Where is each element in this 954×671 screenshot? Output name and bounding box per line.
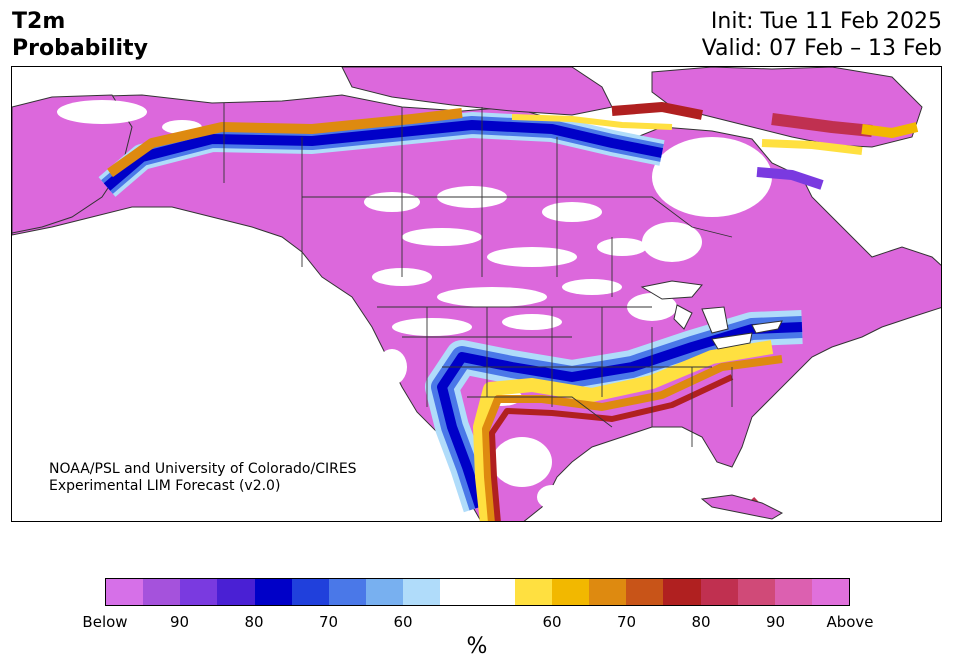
- forecast-dates: Init: Tue 11 Feb 2025 Valid: 07 Feb – 13…: [702, 8, 942, 62]
- colorbar-segment: [440, 579, 478, 605]
- credit-line-1: NOAA/PSL and University of Colorado/CIRE…: [49, 461, 357, 477]
- colorbar-tick-label: 80: [244, 613, 264, 631]
- land-arctic-islands: [341, 67, 613, 116]
- colorbar-unit: %: [466, 634, 488, 659]
- variable-label: T2m: [12, 9, 66, 34]
- colorbar-segment: [328, 579, 367, 605]
- colorbar-tick-label: 60: [542, 613, 562, 631]
- near-normal-patches: [57, 100, 772, 509]
- colorbar-tick-label: Above: [826, 613, 874, 631]
- map-title: T2m Probability: [12, 8, 148, 62]
- colorbar-segment: [737, 579, 775, 605]
- colorbar-tick-label: Below: [82, 613, 128, 631]
- map-panel: [11, 66, 942, 522]
- colorbar-tick-label: 70: [318, 613, 339, 631]
- colorbar-tick-label: 80: [691, 613, 711, 631]
- south-warm-band: [473, 340, 774, 521]
- valid-range: Valid: 07 Feb – 13 Feb: [701, 36, 942, 61]
- probability-map: [12, 67, 941, 521]
- colorbar-segment: [663, 579, 701, 605]
- north-warm-band: [107, 108, 463, 178]
- colorbar: [105, 578, 850, 606]
- colorbar-segment: [589, 579, 627, 605]
- credit-text: NOAA/PSL and University of Colorado/CIRE…: [49, 461, 357, 495]
- colorbar-segment: [217, 579, 255, 605]
- colorbar-segment: [477, 579, 515, 605]
- colorbar-segment: [106, 579, 144, 605]
- colorbar-segment: [551, 579, 590, 605]
- credit-line-2: Experimental LIM Forecast (v2.0): [49, 478, 281, 494]
- init-date: Init: Tue 11 Feb 2025: [710, 9, 942, 34]
- boundaries: [223, 103, 733, 447]
- colorbar-segment: [143, 579, 181, 605]
- colorbar-tick-label: 90: [169, 613, 190, 631]
- colorbar-segment: [774, 579, 812, 605]
- great-lakes: [640, 280, 783, 350]
- colorbar-tick-label: 60: [393, 613, 413, 631]
- colorbar-tick-label: 70: [616, 613, 637, 631]
- colorbar-segment: [514, 579, 552, 605]
- land-cuba: [700, 494, 784, 520]
- colorbar-tick-label: 90: [765, 613, 786, 631]
- colorbar-segment: [700, 579, 738, 605]
- colorbar-segment: [811, 579, 850, 605]
- colorbar-segment: [626, 579, 664, 605]
- colorbar-segment: [254, 579, 292, 605]
- product-label: Probability: [12, 36, 148, 61]
- colorbar-segment: [291, 579, 329, 605]
- colorbar-segment: [366, 579, 404, 605]
- colorbar-segment: [403, 579, 441, 605]
- colorbar-segment: [180, 579, 218, 605]
